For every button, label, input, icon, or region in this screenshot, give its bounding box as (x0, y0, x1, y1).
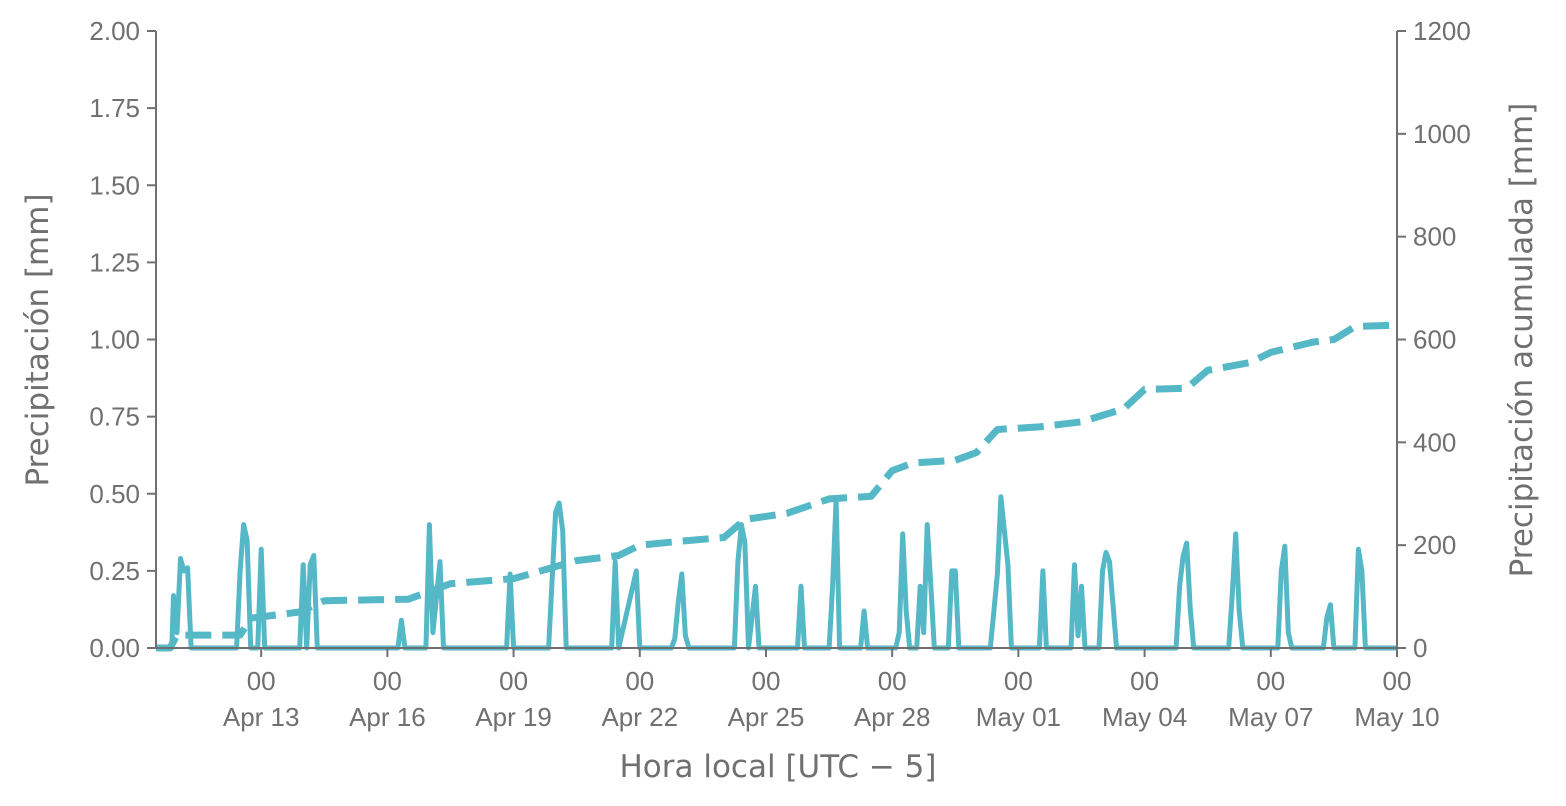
x-tick-label-date: Apr 19 (475, 702, 552, 732)
right-y-tick-label: 0 (1413, 633, 1427, 663)
left-y-tick-label: 0.25 (89, 556, 140, 586)
left-y-tick-label: 0.00 (89, 633, 140, 663)
x-tick-label-hour: 00 (878, 666, 907, 696)
x-tick-label-hour: 00 (1383, 666, 1412, 696)
right-y-tick-label: 400 (1413, 427, 1456, 457)
x-tick-label-hour: 00 (247, 666, 276, 696)
left-y-tick-label: 1.75 (89, 93, 140, 123)
x-tick-label-date: Apr 28 (854, 702, 931, 732)
x-tick-label-date: Apr 16 (349, 702, 426, 732)
x-tick-label-hour: 00 (752, 666, 781, 696)
right-y-tick-label: 800 (1413, 222, 1456, 252)
x-tick-label-date: May 04 (1102, 702, 1187, 732)
x-tick-label-date: May 07 (1228, 702, 1313, 732)
cumulative-precip-line (156, 321, 1398, 652)
right-y-tick-label: 600 (1413, 325, 1456, 355)
x-tick-label-hour: 00 (1004, 666, 1033, 696)
x-axis-title: Hora local [UTC − 5] (619, 749, 936, 785)
left-y-tick-label: 2.00 (89, 16, 140, 46)
x-ticks: 00 Apr 13 00 Apr 16 00 Apr 19 00 Apr 22 00 Apr 25… (223, 648, 1440, 732)
x-tick-label-hour: 00 (373, 666, 402, 696)
x-tick-label-date: Apr 25 (728, 702, 805, 732)
plot-lines (156, 321, 1398, 652)
left-y-tick-label: 1.00 (89, 325, 140, 355)
hourly-precip-line (156, 494, 1397, 651)
x-tick-label-hour: 00 (1130, 666, 1159, 696)
x-tick-label-date: Apr 22 (601, 702, 678, 732)
right-y-axis-title: Precipitación acumulada [mm] (1504, 103, 1540, 578)
left-y-tick-label: 0.50 (89, 479, 140, 509)
x-tick-label-hour: 00 (499, 666, 528, 696)
x-tick-label-hour: 00 (625, 666, 654, 696)
x-tick-label-date: May 10 (1354, 702, 1439, 732)
axes (155, 31, 1398, 649)
left-y-ticks: 0.00 0.25 0.50 0.75 1.00 1.25 1.50 1.75 2.00 (89, 16, 156, 663)
right-y-ticks: 0 200 400 600 800 1000 1200 (1397, 16, 1471, 663)
left-y-tick-label: 1.25 (89, 247, 140, 277)
left-y-axis-title: Precipitación [mm] (20, 193, 56, 486)
right-y-tick-label: 200 (1413, 530, 1456, 560)
x-tick-label-date: May 01 (976, 702, 1061, 732)
left-y-tick-label: 1.50 (89, 170, 140, 200)
x-tick-label-date: Apr 13 (223, 702, 300, 732)
right-y-tick-label: 1200 (1413, 16, 1471, 46)
left-y-tick-label: 0.75 (89, 402, 140, 432)
x-tick-label-hour: 00 (1256, 666, 1285, 696)
right-y-tick-label: 1000 (1413, 119, 1471, 149)
